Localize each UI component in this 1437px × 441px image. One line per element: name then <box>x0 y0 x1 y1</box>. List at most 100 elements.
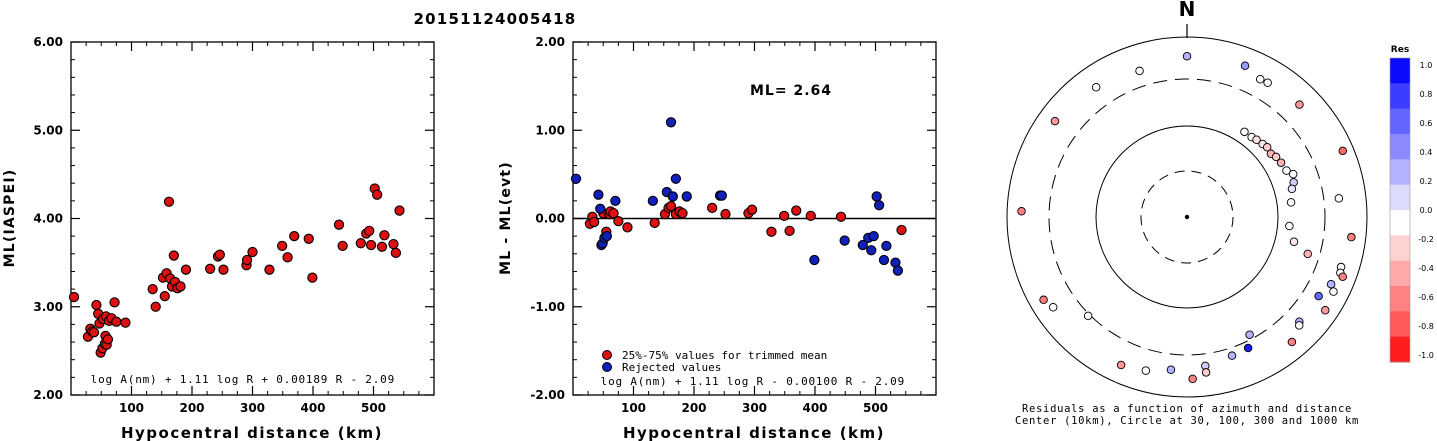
panel1-point-s0 <box>218 264 229 275</box>
panel2-y-tick-label: 2.00 <box>535 35 565 49</box>
panel2-point-s0 <box>720 208 731 220</box>
panel1-point-s0 <box>204 263 216 274</box>
panel2-point-s1 <box>716 190 727 201</box>
panel1-y-tick-label: 3.00 <box>33 300 63 314</box>
polar-points <box>1017 51 1356 384</box>
panel2-point-s1 <box>839 235 850 246</box>
panel1-point-s0 <box>180 264 192 275</box>
figure-title: 20151124005418 <box>414 10 577 28</box>
panel2-point-s1 <box>873 200 885 211</box>
colorbar-tick-label: -0.2 <box>1418 235 1434 244</box>
panel1-point-s0 <box>276 240 288 252</box>
polar-point <box>1240 127 1249 137</box>
polar-point <box>1347 232 1356 242</box>
panel1-point-s0 <box>241 254 253 266</box>
legend-label-trimmed: 25%-75% values for trimmed mean <box>622 349 827 362</box>
panel1-x-tick-label: 400 <box>300 401 325 415</box>
polar-point <box>1141 366 1151 375</box>
colorbar-swatch <box>1390 286 1410 312</box>
colorbar-swatch <box>1390 108 1410 135</box>
panel1-frame <box>70 41 435 396</box>
panel2-formula: log A(nm) + 1.11 log R - 0.00100 R - 2.0… <box>601 375 905 388</box>
residual-colorbar: Res 1.0 0.8 0.6 0.4 0.2 0.0 -0.2 -0.4 -0.6 -0.8 -1… <box>1389 45 1434 363</box>
colorbar-tick-label: -0.4 <box>1418 264 1434 273</box>
panel1-point-s0 <box>365 239 377 251</box>
panel2-point-s0 <box>622 222 633 233</box>
panel1-point-s0 <box>337 240 348 252</box>
panel2-y-tick-label: -1.00 <box>530 300 565 314</box>
panel2-point-s1 <box>570 173 582 184</box>
polar-point <box>1289 237 1299 246</box>
panel1-x-tick-label: 100 <box>119 401 144 415</box>
panel2-point-s1 <box>857 239 868 251</box>
polar-point <box>1295 100 1304 109</box>
colorbar-tick-label: 0.2 <box>1420 177 1433 186</box>
panel2-point-s0 <box>805 210 816 222</box>
panel1-point-s0 <box>303 233 314 244</box>
north-label: N <box>1179 0 1196 21</box>
panel2-point-s1 <box>881 240 892 252</box>
ring-100km <box>1095 125 1279 309</box>
panel2-point-s0 <box>784 225 795 237</box>
polar-point <box>1017 206 1026 216</box>
colorbar-tick-label: -0.6 <box>1418 293 1434 302</box>
panel2-point-s0 <box>766 226 777 237</box>
panel2-point-s0 <box>896 224 907 236</box>
polar-point <box>1201 368 1211 377</box>
panel2-point-s0 <box>791 205 802 216</box>
colorbar-swatch <box>1390 58 1410 84</box>
panel1-y-tick-label: 2.00 <box>33 388 63 402</box>
colorbar-swatch <box>1390 159 1410 186</box>
colorbar-tick-label: 0.8 <box>1420 90 1433 99</box>
panel1-point-s0 <box>102 334 114 345</box>
colorbar-tick-label: 0.4 <box>1420 148 1433 157</box>
panel1-point-s0 <box>376 241 388 252</box>
panel2-point-s1 <box>871 191 882 202</box>
panel1-x-tick-label: 300 <box>240 401 265 415</box>
panel2-x-tick-label: 300 <box>742 401 767 415</box>
polar-point <box>1252 135 1261 145</box>
panel1-point-s0 <box>109 297 120 308</box>
panel2-point-s0 <box>778 210 790 222</box>
colorbar-frame <box>1389 57 1411 363</box>
panel1-y-tick-label: 5.00 <box>33 123 63 137</box>
polar-point <box>1050 116 1060 126</box>
panel2-point-s1 <box>866 245 877 256</box>
polar-point <box>1285 221 1294 231</box>
panel2-x-tick-label: 200 <box>681 401 706 415</box>
colorbar-tick-label: 1.0 <box>1420 61 1433 70</box>
panel1-y-tick-label: 6.00 <box>33 35 63 49</box>
ring-30km <box>1140 170 1234 264</box>
polar-point <box>1188 374 1197 384</box>
panel1-x-axis-label: Hypocentral distance (km) <box>121 424 383 441</box>
polar-point <box>1294 321 1304 330</box>
panel1-point-s0 <box>264 264 275 275</box>
ml-vs-distance-panel: 100 200 300 400 500 2.00 3.00 4.00 5.00 6.00 log … <box>2 35 435 441</box>
panel2-x-tick-label: 400 <box>802 401 827 415</box>
polar-point <box>1288 169 1298 179</box>
polar-point <box>1314 291 1323 301</box>
azimuth-residual-panel: N Residuals as a function of azimuth and… <box>1006 0 1368 427</box>
panel1-point-s0 <box>91 299 102 311</box>
polar-point <box>1287 337 1297 347</box>
ring-1000km <box>1006 36 1368 398</box>
polar-point <box>1039 295 1048 305</box>
colorbar-swatch <box>1390 83 1410 110</box>
polar-caption-line2: Center (10km), Circle at 30, 100, 300 an… <box>1015 415 1359 427</box>
panel1-point-s0 <box>282 252 293 263</box>
polar-point <box>1282 166 1291 175</box>
panel2-y-tick-label: 1.00 <box>535 123 565 137</box>
panel1-point-s0 <box>150 301 161 312</box>
colorbar-swatch <box>1390 336 1410 363</box>
panel2-point-s1 <box>670 173 681 184</box>
residual-vs-distance-panel: 100 200 300 400 500 -2.00 -1.00 0.00 1.00 2.00 ML… <box>498 35 937 441</box>
panel2-point-s0 <box>589 216 600 228</box>
polar-point <box>1276 158 1286 167</box>
panel2-y-tick-label: -2.00 <box>530 388 565 402</box>
panel1-point-s0 <box>333 219 345 230</box>
polar-point <box>1240 61 1250 71</box>
panel2-point-s0 <box>608 208 619 219</box>
polar-point <box>1135 66 1144 76</box>
legend-marker-rejected <box>602 362 612 372</box>
panel2-point-s0 <box>649 217 660 229</box>
